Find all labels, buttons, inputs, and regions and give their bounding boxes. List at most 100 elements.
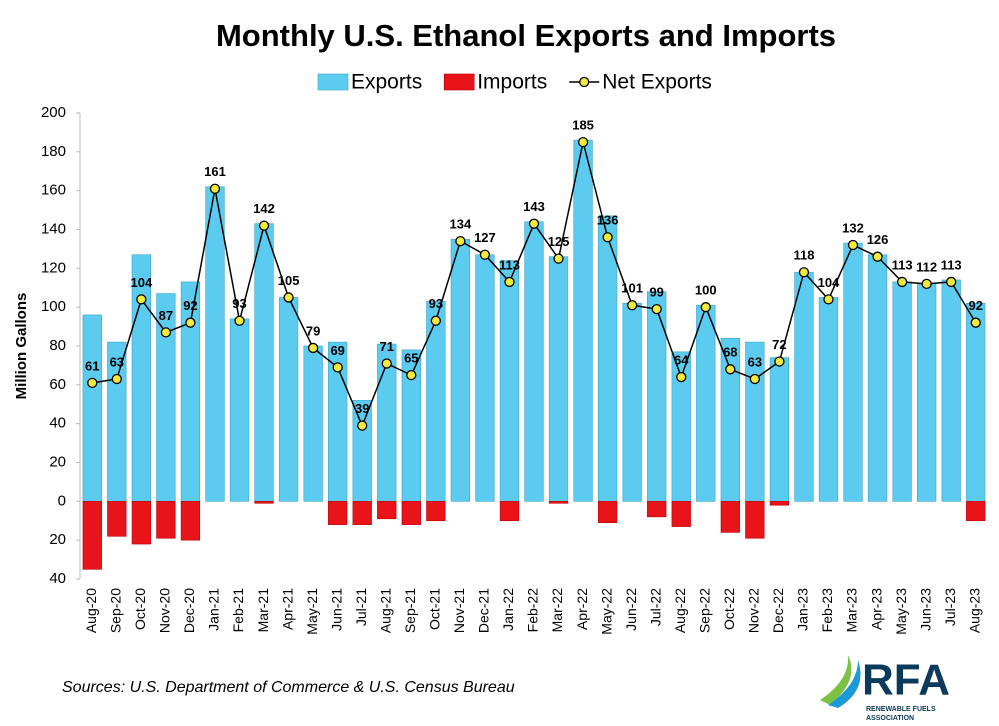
marker	[332, 362, 343, 373]
value-label: 161	[204, 164, 226, 179]
bar	[450, 238, 471, 502]
logo: RFA RENEWABLE FUELS ASSOCIATION	[820, 655, 950, 722]
x-tick-label: Apr-22	[574, 588, 590, 630]
bar	[892, 281, 912, 502]
marker	[749, 373, 761, 385]
y-tick-label: 40	[49, 415, 66, 432]
value-label: 142	[253, 201, 275, 216]
bar	[647, 291, 667, 502]
x-tick-label: Jan-23	[795, 588, 811, 631]
bar	[573, 139, 593, 502]
value-label: 61	[85, 358, 99, 373]
x-tick-label: Jun-22	[623, 588, 639, 631]
x-tick-label: Aug-23	[966, 588, 982, 633]
x-tick-label: Jul-22	[647, 588, 663, 626]
x-tick-label: Feb-22	[525, 588, 541, 633]
bar	[597, 215, 618, 502]
marker	[970, 317, 981, 328]
legend-swatch	[579, 76, 590, 88]
value-label: 72	[772, 337, 786, 352]
x-tick-label: Sep-22	[696, 588, 712, 633]
x-tick-label: Nov-21	[451, 588, 467, 633]
bar	[548, 256, 569, 502]
y-tick-label: 40	[49, 570, 66, 587]
logo-name: RFA	[862, 656, 950, 705]
y-tick-label: 0	[58, 492, 66, 509]
legend-swatch	[317, 73, 349, 91]
marker	[577, 136, 589, 148]
bar	[597, 501, 618, 523]
x-tick-label: Aug-22	[672, 588, 688, 633]
bar	[548, 501, 569, 504]
x-tick-label: Apr-23	[868, 588, 884, 630]
value-label: 92	[183, 298, 197, 313]
bar	[131, 254, 151, 502]
marker	[234, 315, 245, 326]
marker	[823, 294, 834, 305]
x-tick-label: Mar-22	[549, 588, 565, 633]
value-label: 105	[278, 273, 300, 288]
value-label: 39	[355, 401, 369, 416]
value-label: 118	[793, 248, 814, 263]
marker	[921, 278, 932, 290]
y-tick-label: 160	[41, 182, 66, 199]
value-label: 104	[818, 275, 840, 290]
bar	[328, 501, 348, 525]
x-tick-label: Nov-22	[746, 588, 762, 633]
bar	[254, 501, 274, 504]
x-tick-label: Sep-21	[402, 588, 418, 633]
bar	[205, 186, 225, 502]
value-label: 63	[110, 354, 124, 369]
x-tick-label: Nov-20	[157, 588, 173, 633]
bar	[131, 501, 151, 545]
x-tick-label: Mar-21	[255, 588, 271, 633]
value-label: 125	[548, 234, 570, 249]
marker	[381, 358, 392, 369]
legend-label: Net Exports	[602, 71, 712, 94]
marker	[258, 220, 270, 231]
marker	[946, 276, 957, 288]
marker	[602, 232, 613, 243]
value-label: 113	[499, 257, 520, 272]
value-label: 112	[916, 259, 937, 274]
bar	[254, 223, 274, 502]
logo-text: RENEWABLE FUELS	[866, 706, 936, 713]
bar	[966, 501, 986, 522]
bar	[82, 314, 102, 502]
bar	[917, 283, 937, 502]
value-label: 185	[572, 118, 594, 133]
bar	[818, 297, 839, 502]
legend-label: Exports	[351, 71, 422, 94]
x-tick-label: Oct-22	[721, 588, 737, 630]
value-label: 68	[723, 345, 737, 360]
bar	[843, 242, 863, 502]
x-tick-label: Jan-21	[206, 588, 222, 631]
bar	[941, 279, 961, 502]
value-label: 63	[748, 354, 762, 369]
value-label: 65	[404, 351, 418, 366]
x-tick-label: Feb-23	[819, 588, 835, 633]
value-label: 100	[695, 283, 717, 298]
y-tick-label: 60	[49, 376, 66, 393]
bar	[180, 501, 201, 541]
bar	[180, 281, 201, 502]
x-tick-label: Aug-20	[83, 588, 99, 633]
bar	[107, 501, 127, 537]
legend-swatch	[443, 73, 475, 91]
marker	[111, 373, 122, 385]
x-tick-label: May-23	[893, 588, 909, 635]
bar	[278, 297, 299, 502]
x-tick-label: Jul-21	[353, 588, 369, 626]
source: Sources: U.S. Department of Commerce & U…	[62, 679, 515, 696]
marker	[553, 253, 564, 264]
bar	[377, 501, 397, 520]
marker	[406, 369, 417, 381]
marker	[774, 356, 785, 367]
y-tick-label: 80	[49, 337, 66, 354]
bar	[720, 501, 740, 533]
y-axis-title: Million Gallons	[13, 293, 30, 400]
bar	[745, 501, 765, 539]
marker	[651, 303, 662, 315]
bar	[769, 501, 790, 506]
